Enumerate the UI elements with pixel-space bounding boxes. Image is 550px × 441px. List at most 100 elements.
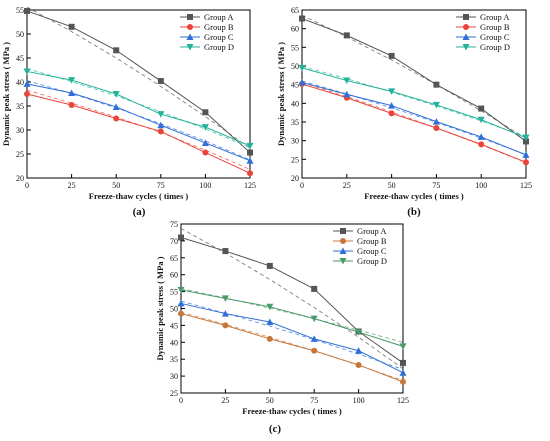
data-point [221,310,229,317]
data-point [522,151,530,158]
fit-line [26,89,251,170]
x-axis-label: Freeze-thaw cycles ( times ) [89,191,189,201]
series-line [301,67,527,139]
data-point [266,303,274,311]
x-tick-label: 75 [310,396,318,405]
legend-marker [187,14,193,20]
data-point [247,149,253,156]
series-group-d [23,68,254,150]
legend-marker [462,44,470,51]
series-line [180,302,404,374]
fit-line [301,80,527,155]
data-point [388,88,396,95]
x-axis-label: Freeze-thaw cycles ( times ) [364,191,464,201]
x-tick-label: 50 [112,181,120,190]
series-line [26,10,251,153]
fit-line [301,65,527,137]
x-tick-label: 75 [432,181,440,190]
series-group-b [24,89,253,177]
x-tick-label: 25 [68,181,76,190]
legend-entry: Group C [480,32,510,42]
x-tick-label: 75 [157,181,165,190]
data-point [343,77,351,85]
series-group-c [177,299,407,376]
series-group-b [178,310,406,385]
y-tick-label: 50 [291,62,299,71]
data-point [202,109,209,116]
legend-marker [340,228,346,234]
data-point [343,90,351,98]
legend-marker [462,33,470,40]
legend-entry: Group A [480,12,510,22]
data-point [157,111,165,118]
series-group-a [178,228,406,370]
series-group-a [299,14,529,145]
legend-marker [187,24,193,30]
data-point [68,23,75,30]
data-point [400,359,406,366]
data-point [355,361,362,368]
data-point [222,248,229,255]
x-tick-label: 100 [199,181,211,190]
data-point [399,343,407,350]
data-point [246,142,254,150]
data-point [68,89,76,97]
data-point [178,310,184,317]
y-tick-label: 50 [16,30,24,39]
y-tick-label: 65 [291,6,299,15]
data-point [157,78,164,85]
fit-line [180,311,404,381]
panel-label: (b) [407,206,421,218]
legend-entry: Group B [204,22,234,32]
data-point [298,64,306,72]
x-tick-label: 100 [475,181,487,190]
data-point [112,103,120,110]
legend-marker [339,258,347,265]
legend-entry: Group D [204,42,234,52]
y-axis-label: Dynamic peak stress ( MPa ) [276,42,286,146]
y-tick-label: 30 [170,372,178,381]
y-tick-label: 40 [291,99,299,108]
data-point [433,124,440,131]
legend-marker [463,24,469,30]
series-line [26,93,251,174]
data-point [222,322,229,329]
panel-label: (c) [269,423,282,435]
data-point [477,116,485,124]
data-point [202,149,209,156]
x-tick-label: 0 [179,396,183,405]
data-point [522,134,530,142]
data-point [113,47,120,54]
x-tick-label: 50 [266,396,274,405]
legend-entry: Group C [204,32,234,42]
data-point [478,105,485,112]
y-tick-label: 70 [170,237,178,246]
data-point [24,7,30,14]
series-group-c [298,78,530,158]
data-point [523,138,529,145]
data-point [266,262,273,269]
y-tick-label: 40 [170,338,178,347]
legend-entry: Group D [480,42,510,52]
y-tick-label: 25 [170,389,178,398]
data-point [68,77,76,84]
y-tick-label: 45 [291,81,299,90]
legend-entry: Group B [480,22,510,32]
data-point [201,139,209,146]
data-point [177,286,185,294]
y-tick-label: 50 [170,305,178,314]
data-point [178,234,184,241]
fit-line [301,14,527,139]
data-point [299,15,305,22]
y-tick-label: 65 [170,254,178,263]
legend-marker [186,33,194,40]
series-line [301,18,527,142]
x-tick-label: 125 [244,181,256,190]
data-point [157,128,164,135]
data-point [201,124,209,131]
series-line [180,289,404,347]
legend-marker [339,247,347,254]
data-point [23,68,31,75]
